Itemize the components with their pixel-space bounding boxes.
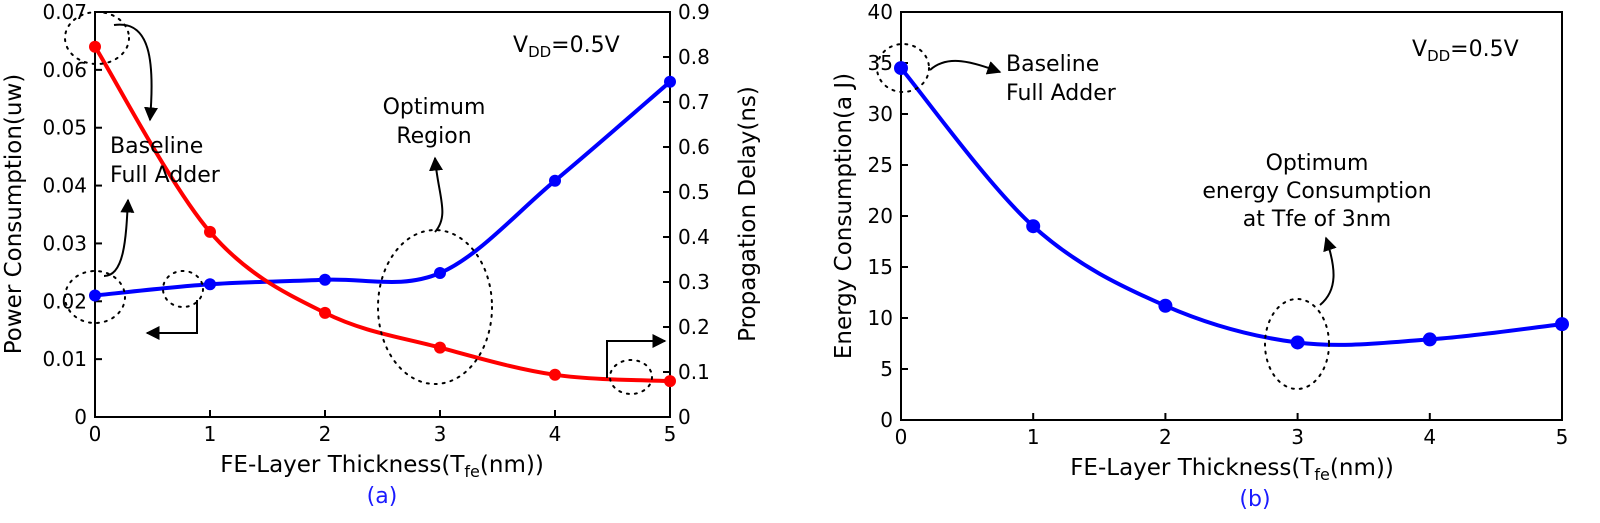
optimum-energy-label-line2: energy Consumption (1202, 179, 1431, 204)
baseline-energy-arrow (929, 59, 1002, 75)
a-ytick-right-label-8: 0.8 (678, 45, 710, 69)
a-ytick-right-label-4: 0.4 (678, 225, 710, 249)
b-ytick-label-3: 15 (868, 255, 893, 279)
baseline-energy-ellipse (876, 43, 930, 93)
chart-b: 0 1 2 3 4 5 0 5 10 15 20 25 30 35 40 VDD=0.5V Baseline… (831, 0, 1569, 512)
vdd-label-b: VDD=0.5V (1412, 37, 1519, 65)
b-ytick-label-6: 30 (868, 102, 893, 126)
x-axis-label-b: FE-Layer Thickness(Tfe(nm)) (1070, 455, 1394, 484)
optimum-region-arrow (429, 156, 444, 233)
panel-label-b: (b) (1239, 487, 1270, 512)
b-ytick-label-8: 40 (868, 0, 893, 24)
delay-series-point-5 (664, 75, 676, 88)
a-ytick-left-label-3: 0.03 (42, 231, 87, 255)
baseline-arrow-up (103, 198, 135, 277)
a-ytick-right-label-1: 0.1 (678, 360, 710, 384)
a-ytick-left-label-0: 0 (74, 405, 87, 429)
a-xtick-label-1: 1 (204, 422, 217, 446)
b-xtick-label-1: 1 (1027, 425, 1040, 449)
energy-series-point-2 (1158, 298, 1173, 313)
delay-series-point-1 (204, 278, 216, 291)
a-ytick-left-label-4: 0.04 (42, 174, 87, 198)
chart-a: 0 1 2 3 4 500.010.020.030.040.050.060.0700.10… (1, 0, 761, 509)
energy-series-point-5 (1555, 317, 1569, 332)
baseline-label-line2: Full Adder (110, 163, 221, 188)
y-axis-label-b: Energy Consumption(a J) (831, 73, 857, 359)
optimum-energy-label-line1: Optimum (1266, 151, 1369, 176)
optimum-energy-label-line3: at Tfe of 3nm (1243, 207, 1391, 232)
b-ytick-label-2: 10 (868, 306, 893, 330)
delay-series-point-4 (549, 174, 561, 187)
b-xtick-label-2: 2 (1159, 425, 1172, 449)
a-ytick-right-label-2: 0.2 (678, 315, 710, 339)
optimum-energy-arrow (1319, 236, 1337, 306)
optimum-label-line2: Region (396, 124, 471, 149)
power-series-point-1 (204, 225, 216, 238)
power-series-point-3 (434, 341, 446, 354)
optimum-label-line1: Optimum (383, 95, 486, 120)
chart-b-series (894, 61, 1569, 350)
power-series-point-4 (549, 368, 561, 381)
baseline-energy-label-line2: Full Adder (1006, 81, 1117, 106)
left-axis-arrow (145, 300, 198, 340)
a-ytick-left-label-5: 0.05 (42, 116, 87, 140)
optimum-region-ellipse (377, 229, 493, 385)
right-axis-arrow (606, 334, 667, 378)
power-series-point-2 (319, 306, 331, 319)
a-xtick-label-2: 2 (319, 422, 332, 446)
delay-series-point-0 (89, 289, 101, 302)
vdd-label-a: VDD=0.5V (513, 33, 620, 61)
a-ytick-left-label-6: 0.06 (42, 58, 87, 82)
b-xtick-label-3: 3 (1291, 425, 1304, 449)
b-xtick-label-4: 4 (1423, 425, 1436, 449)
x-axis-label-a: FE-Layer Thickness(Tfe(nm)) (220, 452, 544, 481)
energy-series-line (899, 66, 1563, 347)
b-ytick-label-5: 25 (868, 153, 893, 177)
b-xtick-label-5: 5 (1556, 425, 1569, 449)
b-ytick-label-0: 0 (880, 408, 893, 432)
baseline-power-ellipse (64, 11, 130, 65)
a-ytick-right-label-7: 0.7 (678, 90, 710, 114)
a-ytick-left-label-2: 0.02 (42, 289, 87, 313)
power-series-point-0 (89, 40, 101, 53)
baseline-energy-label-line1: Baseline (1006, 52, 1099, 77)
a-ytick-right-label-0: 0 (678, 405, 691, 429)
b-ytick-label-7: 35 (868, 51, 893, 75)
power-series-point-5 (664, 375, 676, 388)
a-ytick-right-label-9: 0.9 (678, 0, 710, 24)
y-axis-label-a-right: Propagation Delay(ns) (735, 86, 761, 342)
a-ytick-left-label-1: 0.01 (42, 347, 87, 371)
baseline-arrow-down (113, 23, 159, 122)
chart-a-series (89, 40, 676, 388)
a-ytick-right-label-5: 0.5 (678, 180, 710, 204)
chart-a-frame (94, 11, 671, 418)
a-xtick-label-4: 4 (549, 422, 562, 446)
b-ytick-label-4: 20 (868, 204, 893, 228)
delay-axis-hint-ellipse (162, 270, 204, 308)
baseline-label-line1: Baseline (110, 134, 203, 159)
energy-series-point-1 (1026, 219, 1041, 234)
a-ytick-right-label-3: 0.3 (678, 270, 710, 294)
a-xtick-label-5: 5 (664, 422, 677, 446)
b-ytick-label-1: 5 (880, 357, 893, 381)
chart-b-frame (900, 11, 1563, 421)
panel-label-a: (a) (367, 484, 398, 509)
energy-series-point-3 (1290, 335, 1305, 350)
energy-series-point-0 (894, 61, 908, 76)
delay-series-point-2 (319, 273, 331, 286)
chart-b-ticks: 0 1 2 3 4 5 0 5 10 15 20 25 30 35 40 (868, 0, 1569, 449)
delay-series-point-3 (434, 267, 446, 279)
power-axis-hint-ellipse (609, 359, 653, 395)
a-xtick-label-0: 0 (89, 422, 102, 446)
a-ytick-left-label-7: 0.07 (42, 0, 87, 24)
a-xtick-label-3: 3 (434, 422, 447, 446)
a-ytick-right-label-6: 0.6 (678, 135, 710, 159)
energy-series-point-4 (1422, 332, 1437, 347)
optimum-energy-ellipse (1264, 298, 1330, 390)
y-axis-label-a-left: Power Consumption(uw) (1, 74, 27, 355)
baseline-delay-ellipse (64, 270, 126, 324)
b-xtick-label-0: 0 (895, 425, 908, 449)
